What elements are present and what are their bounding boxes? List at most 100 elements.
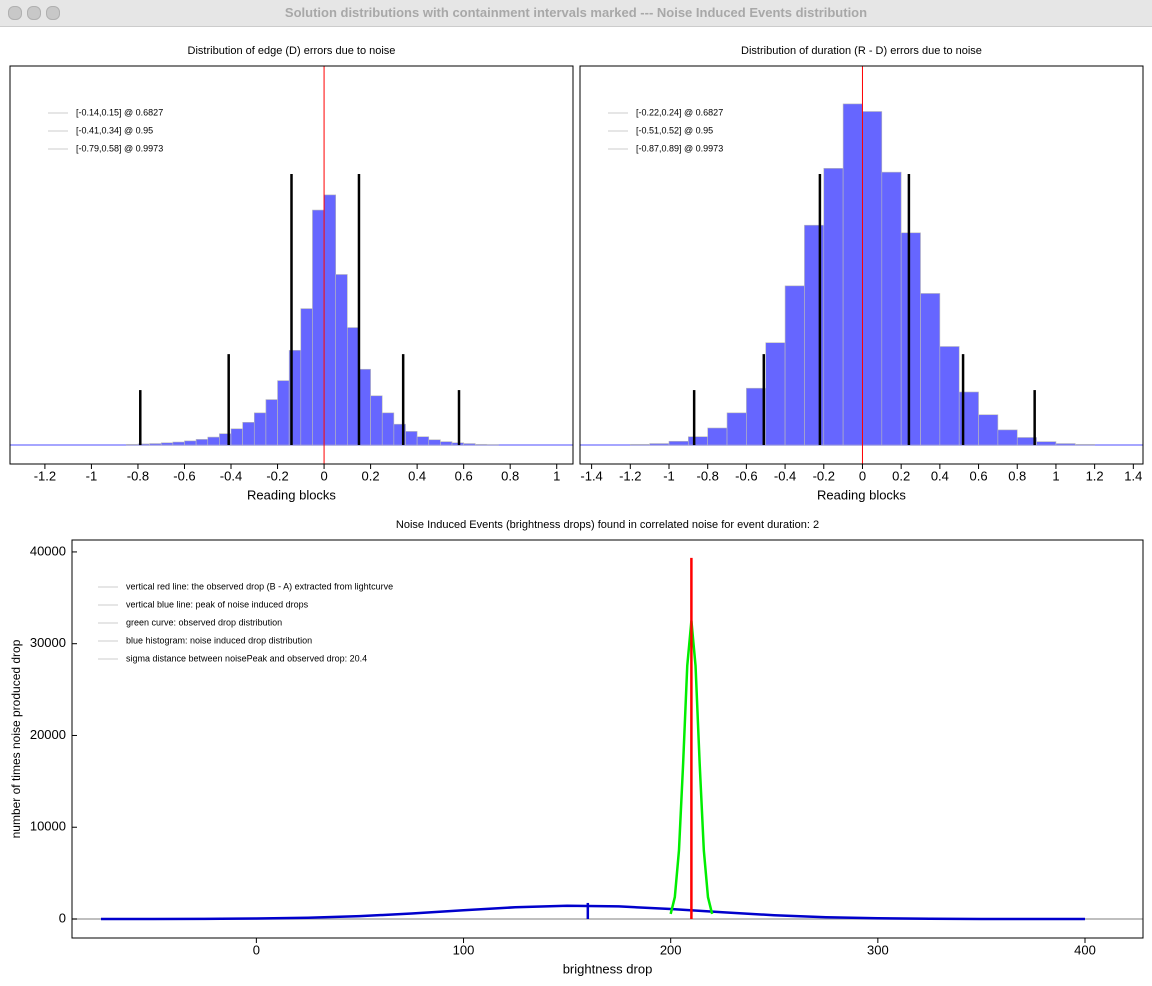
x-tick-label: 200 <box>660 942 682 957</box>
histogram-bar <box>900 232 921 446</box>
histogram-bar <box>381 412 395 446</box>
histogram-bar <box>842 103 863 446</box>
histogram-bar <box>688 436 708 446</box>
legend-entry: [-0.87,0.89] @ 0.9973 <box>636 143 723 153</box>
histogram-bar <box>335 274 348 446</box>
x-tick-label: -1 <box>86 468 98 483</box>
histogram-bar <box>765 342 786 446</box>
histogram-bar <box>463 443 476 446</box>
x-tick-label: 0.6 <box>970 468 988 483</box>
histogram-bar <box>939 346 960 446</box>
y-tick-label: 10000 <box>30 819 66 834</box>
zoom-button[interactable] <box>46 6 60 20</box>
x-tick-label: 0.8 <box>1008 468 1026 483</box>
histogram-bar <box>370 395 383 446</box>
x-tick-label: -0.8 <box>696 468 718 483</box>
histogram-bar <box>300 308 313 446</box>
series-line <box>101 904 1086 921</box>
y-tick-label: 30000 <box>30 635 66 650</box>
histogram-bar <box>207 436 220 446</box>
x-tick-label: 0.4 <box>408 468 426 483</box>
x-tick-label: 0.2 <box>892 468 910 483</box>
x-tick-label: 1.2 <box>1086 468 1104 483</box>
plot-frame <box>71 539 1144 939</box>
x-tick-label: 400 <box>1074 942 1096 957</box>
legend-entry: [-0.79,0.58] @ 0.9973 <box>76 143 163 153</box>
histogram-bar <box>126 443 139 446</box>
x-axis-label: Reading blocks <box>247 487 336 502</box>
plot-frame <box>9 65 574 465</box>
x-tick-label: 0 <box>253 942 260 957</box>
chart-title: Distribution of duration (R - D) errors … <box>741 45 982 57</box>
x-tick-label: -1.4 <box>580 468 602 483</box>
histogram-bar <box>823 168 844 446</box>
x-tick-label: -0.6 <box>173 468 195 483</box>
legend-entry: [-0.51,0.52] @ 0.95 <box>636 125 713 135</box>
plot-frame <box>579 65 1144 465</box>
x-tick-label: 1 <box>553 468 560 483</box>
x-tick-label: -1 <box>663 468 675 483</box>
y-tick-label: 40000 <box>30 543 66 558</box>
x-tick-label: 100 <box>453 942 475 957</box>
histogram-bar <box>440 441 453 446</box>
x-tick-label: -0.4 <box>220 468 242 483</box>
histogram-bar <box>1055 443 1076 446</box>
x-tick-label: -0.6 <box>735 468 757 483</box>
y-tick-label: 0 <box>59 910 66 925</box>
histogram-bar <box>172 441 185 446</box>
histogram-bar <box>862 111 883 446</box>
histogram-bar <box>184 440 197 446</box>
chart-title: Distribution of edge (D) errors due to n… <box>188 45 396 57</box>
legend-entry: sigma distance between noisePeak and obs… <box>126 653 367 663</box>
x-tick-label: 1.4 <box>1124 468 1142 483</box>
histogram-bar <box>405 431 418 446</box>
histogram-bar <box>630 443 650 446</box>
histogram-bar <box>277 380 290 446</box>
x-tick-label: -1.2 <box>619 468 641 483</box>
y-axis-label: number of times noise produced drop <box>9 639 23 838</box>
histogram-bar <box>253 412 267 446</box>
histogram-bar <box>323 194 337 446</box>
histogram-bar <box>784 285 805 446</box>
histogram-bar <box>978 414 999 446</box>
legend-entry: [-0.14,0.15] @ 0.6827 <box>76 107 163 117</box>
window-title: Solution distributions with containment … <box>284 5 868 20</box>
histogram-bar <box>149 443 162 446</box>
histogram-bar <box>416 436 430 446</box>
x-tick-label: 300 <box>867 942 889 957</box>
histogram-bar <box>726 412 747 446</box>
minimize-button[interactable] <box>27 6 41 20</box>
legend-entry: vertical blue line: peak of noise induce… <box>126 599 309 609</box>
legend-entry: green curve: observed drop distribution <box>126 617 282 627</box>
histogram-bar <box>1074 443 1095 446</box>
histogram-bar <box>195 439 209 446</box>
histogram-bar <box>242 422 255 446</box>
x-tick-label: -0.8 <box>127 468 149 483</box>
histogram-bar <box>265 399 278 446</box>
histogram-bar <box>474 443 488 446</box>
legend-entry: vertical red line: the observed drop (B … <box>126 581 393 591</box>
histogram-bar <box>920 293 941 446</box>
x-tick-label: 0 <box>859 468 866 483</box>
histogram-bar <box>230 428 243 446</box>
histogram-bar <box>312 209 325 446</box>
histogram-bar <box>358 368 371 446</box>
histogram-bar <box>347 327 360 446</box>
x-tick-label: 0 <box>320 468 327 483</box>
y-tick-label: 20000 <box>30 727 66 742</box>
legend-entry: blue histogram: noise induced drop distr… <box>126 635 312 645</box>
legend-entry: [-0.41,0.34] @ 0.95 <box>76 125 153 135</box>
x-tick-label: 0.4 <box>931 468 949 483</box>
histogram-bar <box>881 171 902 446</box>
x-tick-label: -0.2 <box>813 468 835 483</box>
close-button[interactable] <box>8 6 22 20</box>
x-tick-label: -0.4 <box>774 468 796 483</box>
histogram-bar <box>428 439 441 446</box>
title-bar: Solution distributions with containment … <box>0 0 1152 27</box>
chart-title: Noise Induced Events (brightness drops) … <box>396 519 819 531</box>
x-tick-label: 0.6 <box>455 468 473 483</box>
x-tick-label: 0.2 <box>362 468 380 483</box>
histogram-bar <box>668 440 689 446</box>
